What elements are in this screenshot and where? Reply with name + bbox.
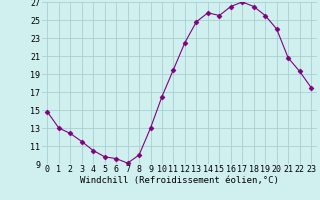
X-axis label: Windchill (Refroidissement éolien,°C): Windchill (Refroidissement éolien,°C) [80, 176, 279, 185]
